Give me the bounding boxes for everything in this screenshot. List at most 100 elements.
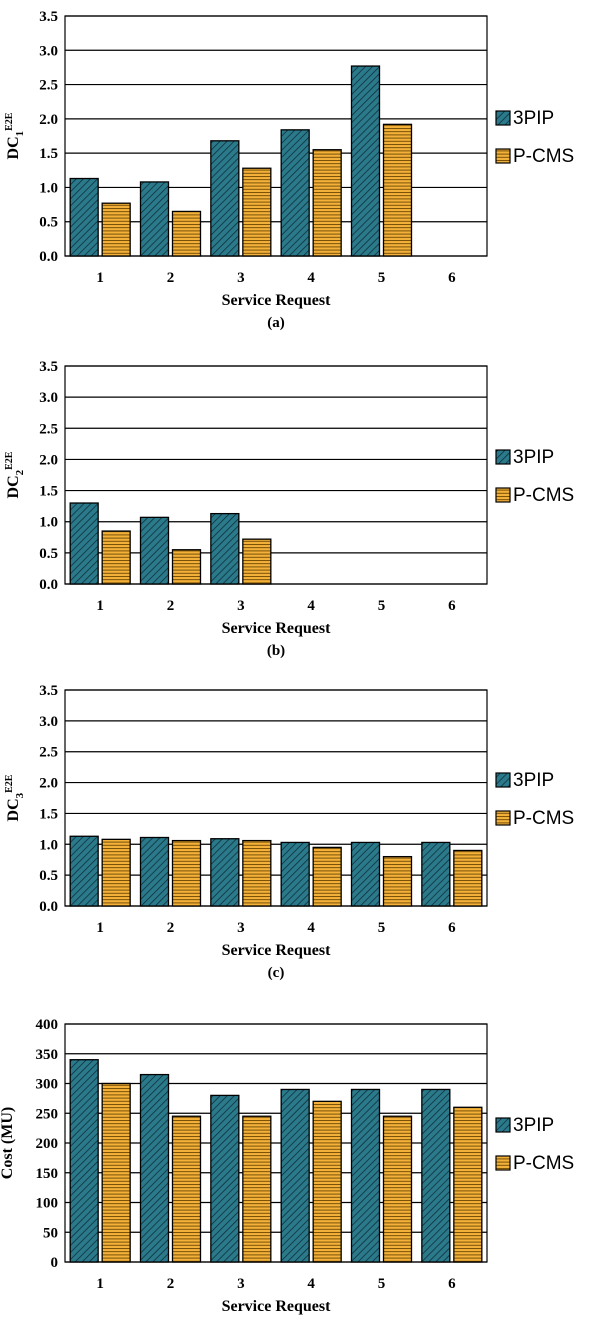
x-axis-label: Service Request	[222, 942, 332, 959]
y-tick-label: 3.5	[39, 683, 58, 699]
charts-root: 0.0 0.5 1.0 1.5 2.0 2.5 3.0 3.5 1 2 3 4 5 6 Service Re…	[0, 9, 574, 1322]
bar-p-cms-1	[101, 202, 131, 257]
legend-swatch-p-cms	[495, 810, 511, 826]
x-tick-label: 2	[167, 270, 175, 286]
bar-p-cms-4	[312, 846, 342, 907]
x-axis-label: Service Request	[222, 1298, 332, 1315]
bar-3pip-4	[280, 841, 310, 907]
x-tick-label: 4	[307, 1276, 315, 1292]
legend-label-p-cms: P-CMS	[513, 1153, 574, 1174]
bar-p-cms-6	[453, 849, 483, 907]
y-tick-label: 300	[36, 1077, 59, 1093]
y-tick-label: 2.5	[39, 78, 58, 94]
y-tick-label: 50	[43, 1225, 58, 1241]
x-tick-label: 4	[307, 598, 315, 614]
y-axis-label: Cost (MU)	[0, 1107, 16, 1179]
legend-label-p-cms: P-CMS	[513, 146, 574, 167]
plot-frame	[64, 365, 488, 585]
x-tick-label: 3	[237, 598, 245, 614]
y-tick-label: 0.0	[39, 577, 58, 593]
x-tick-label: 6	[448, 270, 456, 286]
legend-swatch-3pip	[495, 449, 511, 465]
legend-swatch-3pip	[495, 1117, 511, 1133]
y-tick-label: 150	[36, 1166, 59, 1182]
plot-frame	[64, 1023, 488, 1263]
x-tick-label: 1	[96, 920, 104, 936]
chart-panel-a: 0.0 0.5 1.0 1.5 2.0 2.5 3.0 3.5 1 2 3 4 5 6 Service Re…	[4, 9, 574, 331]
bar-3pip-2	[139, 836, 170, 907]
x-tick-label: 2	[167, 598, 175, 614]
x-tick-label: 5	[378, 1276, 386, 1292]
y-tick-label: 2.0	[39, 776, 58, 792]
bar-3pip-5	[350, 65, 381, 257]
x-axis-label: Service Request	[222, 292, 332, 309]
y-tick-label: 0	[51, 1255, 59, 1271]
y-tick-label: 2.0	[39, 112, 58, 128]
bar-p-cms-2	[171, 1115, 202, 1263]
legend-swatch-p-cms	[495, 148, 511, 164]
x-tick-label: 3	[237, 920, 245, 936]
y-tick-label: 1.5	[39, 806, 58, 822]
bar-p-cms-3	[242, 538, 272, 585]
y-tick-label: 3.0	[39, 390, 58, 406]
bar-3pip-5	[350, 1088, 381, 1263]
y-tick-label: 3.5	[39, 9, 58, 25]
y-tick-label: 1.5	[39, 146, 58, 162]
y-axis-label: DC1E2E	[4, 112, 26, 159]
y-axis-label-sup: E2E	[4, 774, 15, 793]
x-tick-label: 1	[96, 1276, 104, 1292]
x-tick-label: 5	[378, 270, 386, 286]
legend-label-p-cms: P-CMS	[513, 485, 574, 506]
x-tick-label: 6	[448, 1276, 456, 1292]
legend-swatch-3pip	[495, 772, 511, 788]
y-axis-label-sub: 3	[14, 792, 26, 798]
bar-3pip-3	[210, 140, 240, 257]
y-axis-label-main: Cost (MU)	[0, 1107, 16, 1179]
x-tick-label: 6	[448, 598, 456, 614]
bar-p-cms-4	[312, 1100, 342, 1263]
legend-label-p-cms: P-CMS	[513, 808, 574, 829]
y-tick-label: 0.5	[39, 546, 58, 562]
legend-swatch-p-cms	[495, 487, 511, 503]
bar-p-cms-5	[382, 123, 413, 257]
x-tick-label: 2	[167, 1276, 175, 1292]
y-tick-label: 400	[36, 1017, 59, 1033]
x-tick-label: 2	[167, 920, 175, 936]
y-tick-label: 0.5	[39, 215, 58, 231]
legend-swatch-p-cms	[495, 1155, 511, 1171]
bar-p-cms-1	[101, 838, 131, 907]
y-axis-label-main: DC	[5, 136, 22, 159]
bar-3pip-4	[280, 129, 310, 257]
y-axis-label: DC3E2E	[4, 774, 26, 821]
legend-label-3pip: 3PIP	[513, 1115, 554, 1136]
bar-3pip-2	[139, 181, 170, 257]
panel-caption: (b)	[267, 643, 285, 659]
y-tick-label: 0.5	[39, 868, 58, 884]
panel-caption: (c)	[268, 965, 285, 981]
y-tick-label: 1.0	[39, 180, 58, 196]
plot-frame	[64, 689, 488, 907]
chart-panel-d: 0 50 100 150 200 250 300 350 400 1 2 3 4 5 6 Service Re…	[0, 1017, 574, 1322]
x-tick-label: 1	[96, 270, 104, 286]
bar-p-cms-3	[242, 839, 272, 907]
bar-3pip-3	[210, 1094, 240, 1263]
panel-caption: (a)	[267, 315, 285, 331]
plot-frame	[64, 15, 488, 257]
x-tick-label: 4	[307, 270, 315, 286]
chart-panel-b: 0.0 0.5 1.0 1.5 2.0 2.5 3.0 3.5 1 2 3 4 5 6 Service Re…	[4, 359, 574, 659]
y-tick-label: 2.5	[39, 421, 58, 437]
bar-3pip-3	[210, 512, 240, 585]
legend-swatch-3pip	[495, 110, 511, 126]
bar-p-cms-6	[453, 1106, 483, 1263]
y-tick-label: 200	[36, 1136, 59, 1152]
x-tick-label: 5	[378, 598, 386, 614]
y-axis-label-sub: 2	[14, 469, 26, 475]
x-tick-label: 6	[448, 920, 456, 936]
y-tick-label: 2.0	[39, 452, 58, 468]
bar-3pip-2	[139, 516, 170, 585]
y-tick-label: 1.0	[39, 837, 58, 853]
legend-label-3pip: 3PIP	[513, 770, 554, 791]
y-axis-label-sup: E2E	[4, 451, 15, 470]
bar-3pip-6	[421, 1088, 451, 1263]
